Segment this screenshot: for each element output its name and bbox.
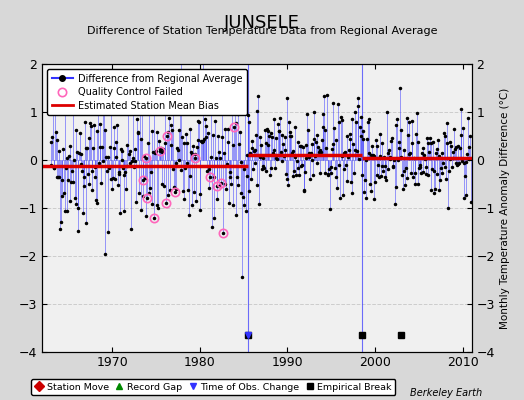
Text: JUNSELE: JUNSELE: [224, 14, 300, 32]
Legend: Difference from Regional Average, Quality Control Failed, Estimated Station Mean: Difference from Regional Average, Qualit…: [47, 69, 247, 115]
Legend: Station Move, Record Gap, Time of Obs. Change, Empirical Break: Station Move, Record Gap, Time of Obs. C…: [31, 379, 396, 395]
Text: Difference of Station Temperature Data from Regional Average: Difference of Station Temperature Data f…: [87, 26, 437, 36]
Y-axis label: Monthly Temperature Anomaly Difference (°C): Monthly Temperature Anomaly Difference (…: [500, 87, 510, 329]
Text: Berkeley Earth: Berkeley Earth: [410, 388, 482, 398]
